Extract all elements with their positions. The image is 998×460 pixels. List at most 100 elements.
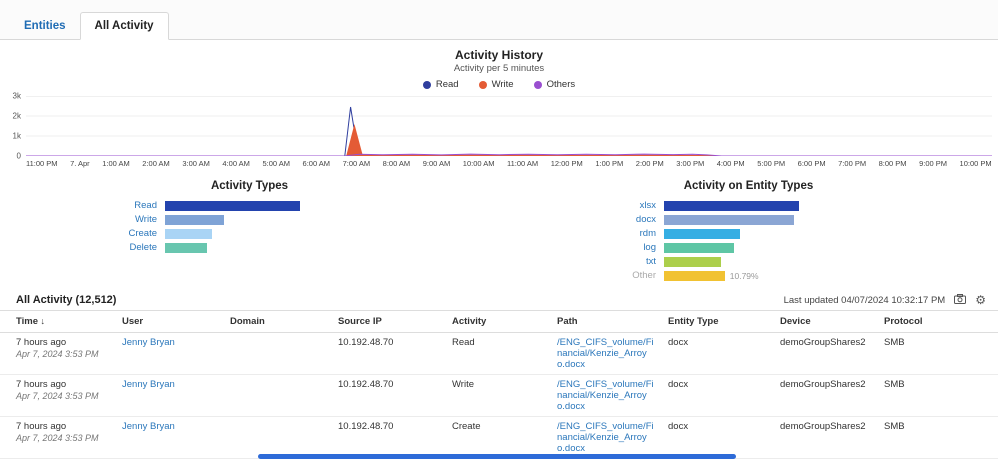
legend-item-others[interactable]: Others [533,79,576,90]
table-header: Time ↓ User Domain Source IP Activity Path Ent… [0,310,998,333]
column-header-protocol[interactable]: Protocol [884,316,923,327]
x-axis: 11:00 PM 7. Apr 1:00 AM 2:00 AM 3:00 AM 4:00 … [26,159,992,168]
bar-label-write[interactable]: Write [135,214,157,225]
all-activity-table: All Activity (12,512) Last updated 04/07… [0,294,998,460]
source-ip-cell: 10.192.48.70 [338,337,394,348]
legend-item-write[interactable]: Write [478,79,514,90]
bar-read[interactable] [165,200,300,211]
x-tick-label: 1:00 AM [102,159,130,168]
column-header-device[interactable]: Device [780,316,811,327]
bar-label-xlsx[interactable]: xlsx [639,200,656,211]
snapshot-icon[interactable] [954,294,967,306]
bar-delete[interactable] [165,242,207,253]
bar-docx[interactable] [664,214,794,225]
bar-label-rdm[interactable]: rdm [639,228,656,239]
column-header-activity[interactable]: Activity [452,316,487,327]
path-link[interactable]: /ENG_CIFS_volume/Financial/Kenzie_Arroyo… [557,337,654,370]
user-link[interactable]: Jenny Bryan [122,337,175,348]
table-row: 7 hours ago Apr 7, 2024 3:53 PM Jenny Br… [0,375,998,417]
bar-write[interactable] [165,214,225,225]
time-cell: 7 hours ago Apr 7, 2024 3:53 PM [16,379,122,401]
x-tick-label: 6:00 AM [302,159,331,168]
gear-icon[interactable]: ⚙ [975,293,986,307]
bar-track [664,228,964,239]
source-ip-cell: 10.192.48.70 [338,379,394,390]
legend-item-read[interactable]: Read [422,79,459,90]
activity-types-bars: Read Write Create Delete [0,200,499,253]
time-cell: 7 hours ago Apr 7, 2024 3:53 PM [16,337,122,359]
bar-label-read[interactable]: Read [134,200,157,211]
x-tick-label: 5:00 PM [757,159,786,168]
x-tick-label: 7. Apr [70,159,90,168]
x-tick-label: 11:00 AM [507,159,539,168]
bar-label-docx[interactable]: docx [635,214,656,225]
path-link[interactable]: /ENG_CIFS_volume/Financial/Kenzie_Arroyo… [557,379,654,412]
user-link[interactable]: Jenny Bryan [122,379,175,390]
series-write [26,126,992,156]
bar-annotation: 10.79% [729,270,759,281]
table-row: 7 hours ago Apr 7, 2024 3:53 PM Jenny Br… [0,417,998,459]
bar-track [664,242,964,253]
bar-label-create[interactable]: Create [128,228,157,239]
bar-label-txt[interactable]: txt [645,256,656,267]
tab-entities[interactable]: Entities [24,20,66,32]
tab-all-activity[interactable]: All Activity [79,12,169,40]
series-others [26,154,992,156]
column-header-user[interactable]: User [122,316,144,327]
legend-label: Read [435,79,459,90]
y-axis: 3k 2k 1k 0 [0,92,26,161]
bar-label-other[interactable]: Other [632,270,656,281]
bar-track [165,242,465,253]
legend-label: Write [491,79,514,90]
plot-area [26,96,992,156]
entity-type-cell: docx [668,337,689,348]
bar-charts-section: Activity Types Read Write Create Delete Act… [0,180,998,284]
legend-label: Others [546,79,576,90]
activity-cell: Create [452,421,481,432]
bar-log[interactable] [664,242,735,253]
user-link[interactable]: Jenny Bryan [122,421,175,432]
bar-rdm[interactable] [664,228,740,239]
protocol-cell: SMB [884,421,905,432]
bar-txt[interactable] [664,256,721,267]
horizontal-scrollbar-thumb[interactable] [258,454,736,459]
bar-xlsx[interactable] [664,200,799,211]
y-tick-label: 1k [12,131,21,141]
bar-row-write: Write [0,214,499,225]
time-absolute: Apr 7, 2024 3:53 PM [16,349,99,359]
column-header-domain[interactable]: Domain [230,316,265,327]
last-updated-text: Last updated 04/07/2024 10:32:17 PM [783,294,946,306]
bar-label-log[interactable]: log [643,242,656,253]
time-absolute: Apr 7, 2024 3:53 PM [16,433,99,443]
column-header-entity-type[interactable]: Entity Type [668,316,719,327]
entity-types-bars: xlsx docx rdm log txt Other 10.79% [499,200,998,281]
y-tick-label: 0 [16,151,21,161]
table-title: All Activity (12,512) [16,294,117,306]
column-header-time[interactable]: Time ↓ [16,316,46,327]
table-row: 7 hours ago Apr 7, 2024 3:53 PM Jenny Br… [0,333,998,375]
sort-descending-icon: ↓ [38,316,46,326]
time-relative: 7 hours ago [16,421,67,432]
bar-track: 10.79% [664,270,964,281]
bar-label-delete[interactable]: Delete [129,242,157,253]
x-tick-label: 11:00 PM [26,159,58,168]
x-tick-label: 8:00 AM [382,159,411,168]
bar-track [664,256,964,267]
bar-track [165,200,465,211]
y-tick-label: 3k [12,91,21,101]
x-tick-label: 9:00 AM [422,159,451,168]
column-header-source-ip[interactable]: Source IP [338,316,382,327]
tab-bar: Entities All Activity [0,0,998,40]
path-link[interactable]: /ENG_CIFS_volume/Financial/Kenzie_Arroyo… [557,421,654,454]
bar-track [664,214,964,225]
bar-other[interactable] [664,270,725,281]
activity-cell: Write [452,379,474,390]
device-cell: demoGroupShares2 [780,421,866,432]
x-tick-label: 9:00 PM [919,159,948,168]
column-header-path[interactable]: Path [557,316,578,327]
bar-row-txt: txt [499,256,998,267]
bar-create[interactable] [165,228,213,239]
chart-subtitle: Activity per 5 minutes [453,63,545,74]
protocol-cell: SMB [884,379,905,390]
legend-dot-icon [478,80,487,89]
